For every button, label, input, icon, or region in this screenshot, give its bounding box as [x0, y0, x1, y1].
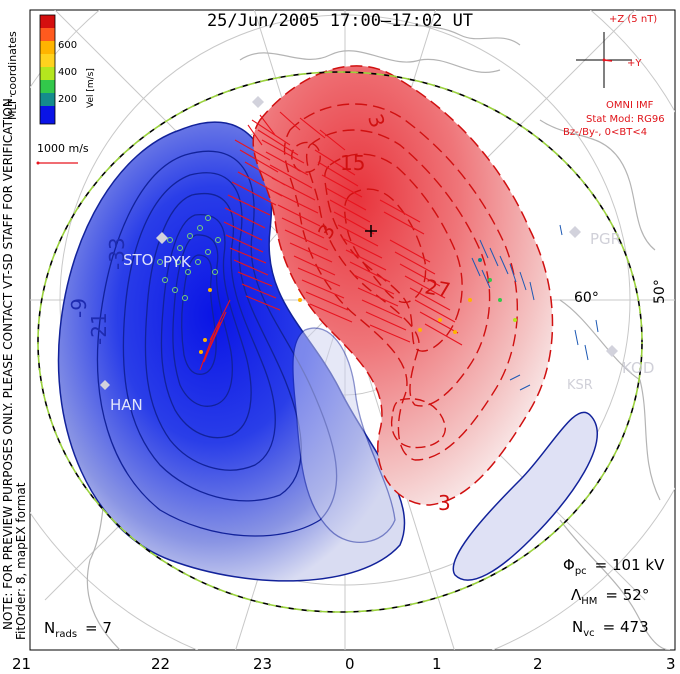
- velocity-dots: [199, 258, 517, 354]
- dawn-cell: [252, 65, 554, 506]
- imf-model-line2: Bz-/By-, 0<BT<4: [563, 127, 647, 138]
- contour-label-neg9: -9: [67, 298, 91, 318]
- heppner-maynard-latitude: ΛHM = 52°: [571, 586, 649, 607]
- mlt-label-23: 23: [253, 655, 272, 673]
- latitude-label-60: 60°: [574, 290, 599, 306]
- station-label-pyk: PYK: [163, 253, 192, 271]
- mlt-label-0: 0: [345, 655, 355, 673]
- station-label-pgr: PGR: [590, 230, 621, 248]
- contour-label-pos27: 27: [423, 274, 452, 302]
- station-label-han: HAN: [110, 396, 143, 414]
- velocity-vectors: [199, 111, 463, 371]
- mlt-label-22: 22: [151, 655, 170, 673]
- heppner-maynard-boundary-green: [37, 71, 643, 613]
- colorbar-tick-400: 400: [58, 67, 77, 78]
- mlt-label-3: 3: [666, 655, 676, 673]
- cross-polar-potential: Φpc = 101 kV: [563, 556, 665, 577]
- contour-label-pos3-bottom: 3: [438, 491, 451, 515]
- velocity-colorbar: [39, 14, 56, 125]
- contour-label-pos15: 15: [340, 151, 365, 175]
- station-label-ksr: KSR: [567, 378, 593, 393]
- colorbar-unit-label: Vel [m/s]: [86, 68, 96, 108]
- radar-vectors-east: [471, 224, 599, 391]
- reference-vector-label: 1000 m/s: [37, 142, 89, 155]
- imf-axis-y-label: +Y: [627, 58, 642, 69]
- vector-count: Nvc = 473: [572, 618, 649, 639]
- plot-title: 25/Jun/2005 17:00–17:02 UT: [207, 11, 473, 31]
- radar-count: Nrads = 7: [44, 619, 112, 640]
- preview-note: NOTE: FOR PREVIEW PURPOSES ONLY. PLEASE …: [1, 94, 15, 630]
- contour-label-neg21: -21: [87, 312, 111, 345]
- station-label-sto: STO: [123, 251, 154, 269]
- station-label-kod: KOD: [622, 359, 654, 377]
- imf-source-label: OMNI IMF: [606, 100, 654, 111]
- contour-label-neg33: -33: [105, 237, 129, 270]
- latitude-label-50: 50°: [652, 279, 668, 304]
- fit-order-note: FitOrder: 8, mapEX format: [14, 482, 28, 640]
- mlt-label-1: 1: [432, 655, 442, 673]
- mlt-label-2: 2: [533, 655, 543, 673]
- colorbar-tick-600: 600: [58, 40, 77, 51]
- radar-footprint-dots: [157, 215, 221, 301]
- imf-model-line1: Stat Mod: RG96: [586, 114, 665, 125]
- mlt-label-21: 21: [12, 655, 31, 673]
- imf-axis-z-label: +Z (5 nT): [609, 14, 657, 25]
- imf-clock-dial: [576, 32, 632, 88]
- coordinate-system-label: MLT coordinates: [6, 31, 19, 120]
- potential-max-marker: [365, 225, 377, 237]
- station-markers: [100, 96, 618, 390]
- colorbar-tick-200: 200: [58, 94, 77, 105]
